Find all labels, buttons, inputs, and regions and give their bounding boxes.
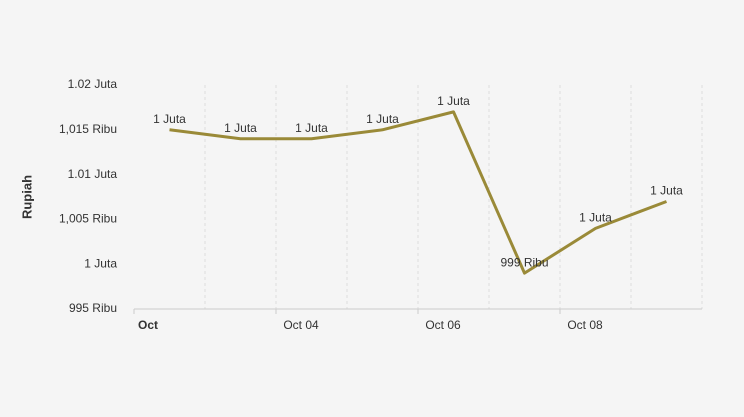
- x-tick-label: Oct 04: [283, 318, 319, 332]
- y-tick-label: 1.01 Juta: [68, 167, 118, 181]
- data-label: 999 Ribu: [500, 255, 548, 269]
- data-label: 1 Juta: [224, 121, 257, 135]
- data-label: 1 Juta: [437, 94, 470, 108]
- y-tick-label: 995 Ribu: [69, 301, 117, 315]
- y-axis-label: Rupiah: [19, 175, 34, 219]
- y-tick-label: 1.02 Juta: [68, 77, 118, 91]
- x-tick-label: Oct 08: [567, 318, 603, 332]
- data-label: 1 Juta: [295, 121, 328, 135]
- y-tick-label: 1,005 Ribu: [59, 212, 117, 226]
- data-label: 1 Juta: [579, 211, 612, 225]
- data-label: 1 Juta: [153, 112, 186, 126]
- y-tick-label: 1,015 Ribu: [59, 122, 117, 136]
- x-tick-label: Oct: [138, 318, 158, 332]
- x-tick-label: Oct 06: [425, 318, 461, 332]
- data-label: 1 Juta: [366, 112, 399, 126]
- line: [169, 110, 668, 275]
- data-label: 1 Juta: [650, 184, 683, 198]
- y-tick-label: 1 Juta: [84, 256, 117, 270]
